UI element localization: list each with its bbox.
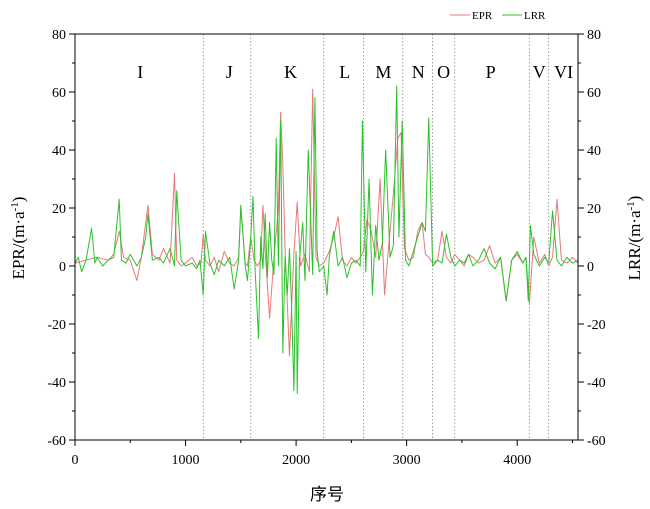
x-axis-title: 序号 <box>310 485 344 504</box>
region-labels: I J K L M N O P V VI <box>137 62 573 82</box>
region-label: N <box>412 62 425 82</box>
series-line-lrr <box>74 85 579 395</box>
region-label: K <box>284 62 297 82</box>
y-tick-label-right: 60 <box>587 86 601 101</box>
region-dividers <box>202 34 550 440</box>
x-tick-label: 0 <box>72 453 79 468</box>
region-label: V <box>533 62 546 82</box>
series-line-epr <box>74 88 579 357</box>
y-tick-label-right: -20 <box>587 318 606 333</box>
y-tick-label-right: -40 <box>587 376 606 391</box>
x-tick-label: 2000 <box>282 453 310 468</box>
legend-label-epr: EPR <box>472 10 493 22</box>
y-tick-label-left: 60 <box>52 86 66 101</box>
region-label: VI <box>554 62 573 82</box>
y-tick-label-right: -60 <box>587 434 606 449</box>
region-label: M <box>375 62 391 82</box>
x-tick-label: 1000 <box>172 453 200 468</box>
series-lines <box>74 85 579 395</box>
left-y-axis-title: EPR/(m·a-1) <box>9 197 28 280</box>
region-label: L <box>339 62 350 82</box>
y-tick-label-left: -20 <box>47 318 66 333</box>
y-tick-label-right: 20 <box>587 202 601 217</box>
region-label: I <box>137 62 143 82</box>
y-tick-label-left: -40 <box>47 376 66 391</box>
legend: EPR LRR <box>450 10 546 22</box>
y-tick-label-left: 0 <box>59 260 66 275</box>
y-tick-label-right: 40 <box>587 144 601 159</box>
x-tick-label: 4000 <box>503 453 531 468</box>
y-tick-label-right: 80 <box>587 28 601 43</box>
region-label: P <box>486 62 496 82</box>
axes: -60 -60 -40 -40 -20 -20 0 0 20 20 40 40 60 60 80 80 0 100… <box>47 28 605 468</box>
x-tick-label: 3000 <box>393 453 421 468</box>
y-tick-label-left: 80 <box>52 28 66 43</box>
y-tick-label-left: 20 <box>52 202 66 217</box>
right-y-axis-title: LRR/(m·a-1) <box>625 196 644 281</box>
y-tick-label-left: 40 <box>52 144 66 159</box>
y-tick-label-right: 0 <box>587 260 594 275</box>
legend-label-lrr: LRR <box>524 10 546 22</box>
region-label: J <box>226 62 233 82</box>
y-tick-label-left: -60 <box>47 434 66 449</box>
region-label: O <box>437 62 450 82</box>
